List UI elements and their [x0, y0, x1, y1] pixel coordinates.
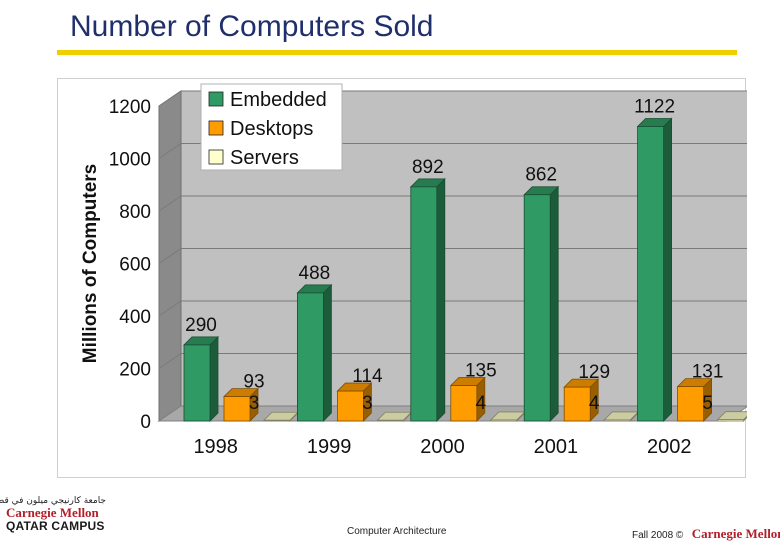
y-tick-label: 400	[119, 307, 151, 328]
y-tick-label: 600	[119, 255, 151, 276]
data-label-servers-1998: 3	[249, 393, 260, 414]
data-label-embedded-2001: 862	[525, 165, 557, 186]
gridline	[158, 353, 747, 369]
x-tick-label: 2001	[534, 436, 579, 458]
legend-box	[200, 83, 343, 171]
x-tick-label: 2002	[647, 436, 692, 458]
bar-servers-1998	[263, 419, 291, 422]
cmu-qatar-logo: جامعة كارنيجي ميلون في قطر Carnegie Mell…	[0, 496, 106, 536]
bar-side-embedded-2001	[549, 185, 559, 422]
bar-embedded-1999	[296, 292, 324, 422]
data-label-embedded-2002: 1122	[634, 96, 675, 117]
data-label-servers-2002: 5	[702, 393, 713, 414]
title-underline	[57, 50, 737, 55]
data-label-desktops-1998: 93	[243, 372, 264, 393]
bar-embedded-1998	[183, 344, 211, 422]
y-tick-label: 1200	[109, 97, 151, 118]
gridline	[158, 195, 747, 212]
data-label-embedded-2000: 892	[412, 157, 444, 178]
bar-desktops-2000	[450, 385, 478, 422]
data-label-desktops-2001: 129	[578, 362, 610, 383]
bar-servers-1999	[376, 419, 404, 422]
x-tick-label: 2000	[420, 436, 465, 458]
bar-servers-2002	[717, 419, 744, 422]
legend-swatch-embedded	[208, 91, 224, 107]
bar-embedded-2000	[410, 186, 438, 422]
bar-embedded-2001	[523, 194, 551, 422]
slide-title: Number of Computers Sold	[70, 10, 434, 43]
data-label-embedded-1998: 290	[185, 315, 217, 336]
data-label-desktops-2002: 131	[692, 362, 724, 383]
y-tick-label: 200	[119, 360, 151, 381]
x-tick-label: 1998	[193, 436, 238, 458]
legend-label-embedded: Embedded	[230, 89, 327, 111]
logo-arabic-text: جامعة كارنيجي ميلون في قطر	[0, 496, 106, 506]
bar-servers-2001	[603, 419, 631, 422]
bar-side-embedded-2000	[436, 177, 446, 422]
bar-desktops-2001	[563, 386, 591, 422]
y-tick-label: 800	[119, 202, 151, 223]
bar-side-embedded-2002	[663, 117, 672, 422]
data-label-servers-2001: 4	[589, 393, 600, 414]
y-tick-label: 1000	[109, 150, 151, 171]
legend-swatch-servers	[208, 149, 224, 165]
bar-desktops-2002	[677, 386, 704, 422]
gridline	[158, 143, 747, 159]
gridline	[158, 300, 747, 317]
legend-swatch-desktops	[208, 120, 224, 136]
footer-right: Fall 2008 © Carnegie Mellon	[632, 525, 780, 543]
footer-cmu-logo: Carnegie Mellon	[691, 526, 780, 541]
logo-campus: QATAR CAMPUS	[6, 519, 105, 533]
y-axis-title: Millions of Computers	[80, 164, 101, 364]
x-tick-label: 1999	[307, 436, 352, 458]
data-label-embedded-1999: 488	[299, 263, 331, 284]
data-label-desktops-1999: 114	[352, 366, 383, 387]
data-label-desktops-2000: 135	[465, 361, 497, 382]
legend-label-desktops: Desktops	[230, 118, 313, 140]
gridline	[158, 248, 747, 264]
data-label-servers-2000: 4	[476, 393, 487, 414]
legend-label-servers: Servers	[230, 147, 299, 169]
footer-date: Fall 2008 ©	[632, 530, 684, 541]
y-tick-label: 0	[140, 412, 151, 433]
bar-embedded-2002	[637, 126, 664, 422]
logo-name: Carnegie Mellon	[6, 505, 99, 520]
bar-servers-2000	[490, 419, 518, 422]
chart-frame: 0 200 400 600 800 1000 1200 Millions of Compute…	[57, 78, 747, 478]
bar-side-embedded-1999	[322, 283, 332, 422]
data-label-servers-1999: 3	[362, 393, 373, 414]
footer-course: Computer Architecture	[347, 526, 447, 537]
bar-desktops-1999	[336, 390, 364, 422]
gridline	[158, 90, 747, 107]
bar-desktops-1998	[223, 396, 251, 422]
bar-side-embedded-1998	[209, 335, 219, 422]
bar-chart: 0 200 400 600 800 1000 1200 Millions of Compute…	[80, 83, 747, 458]
